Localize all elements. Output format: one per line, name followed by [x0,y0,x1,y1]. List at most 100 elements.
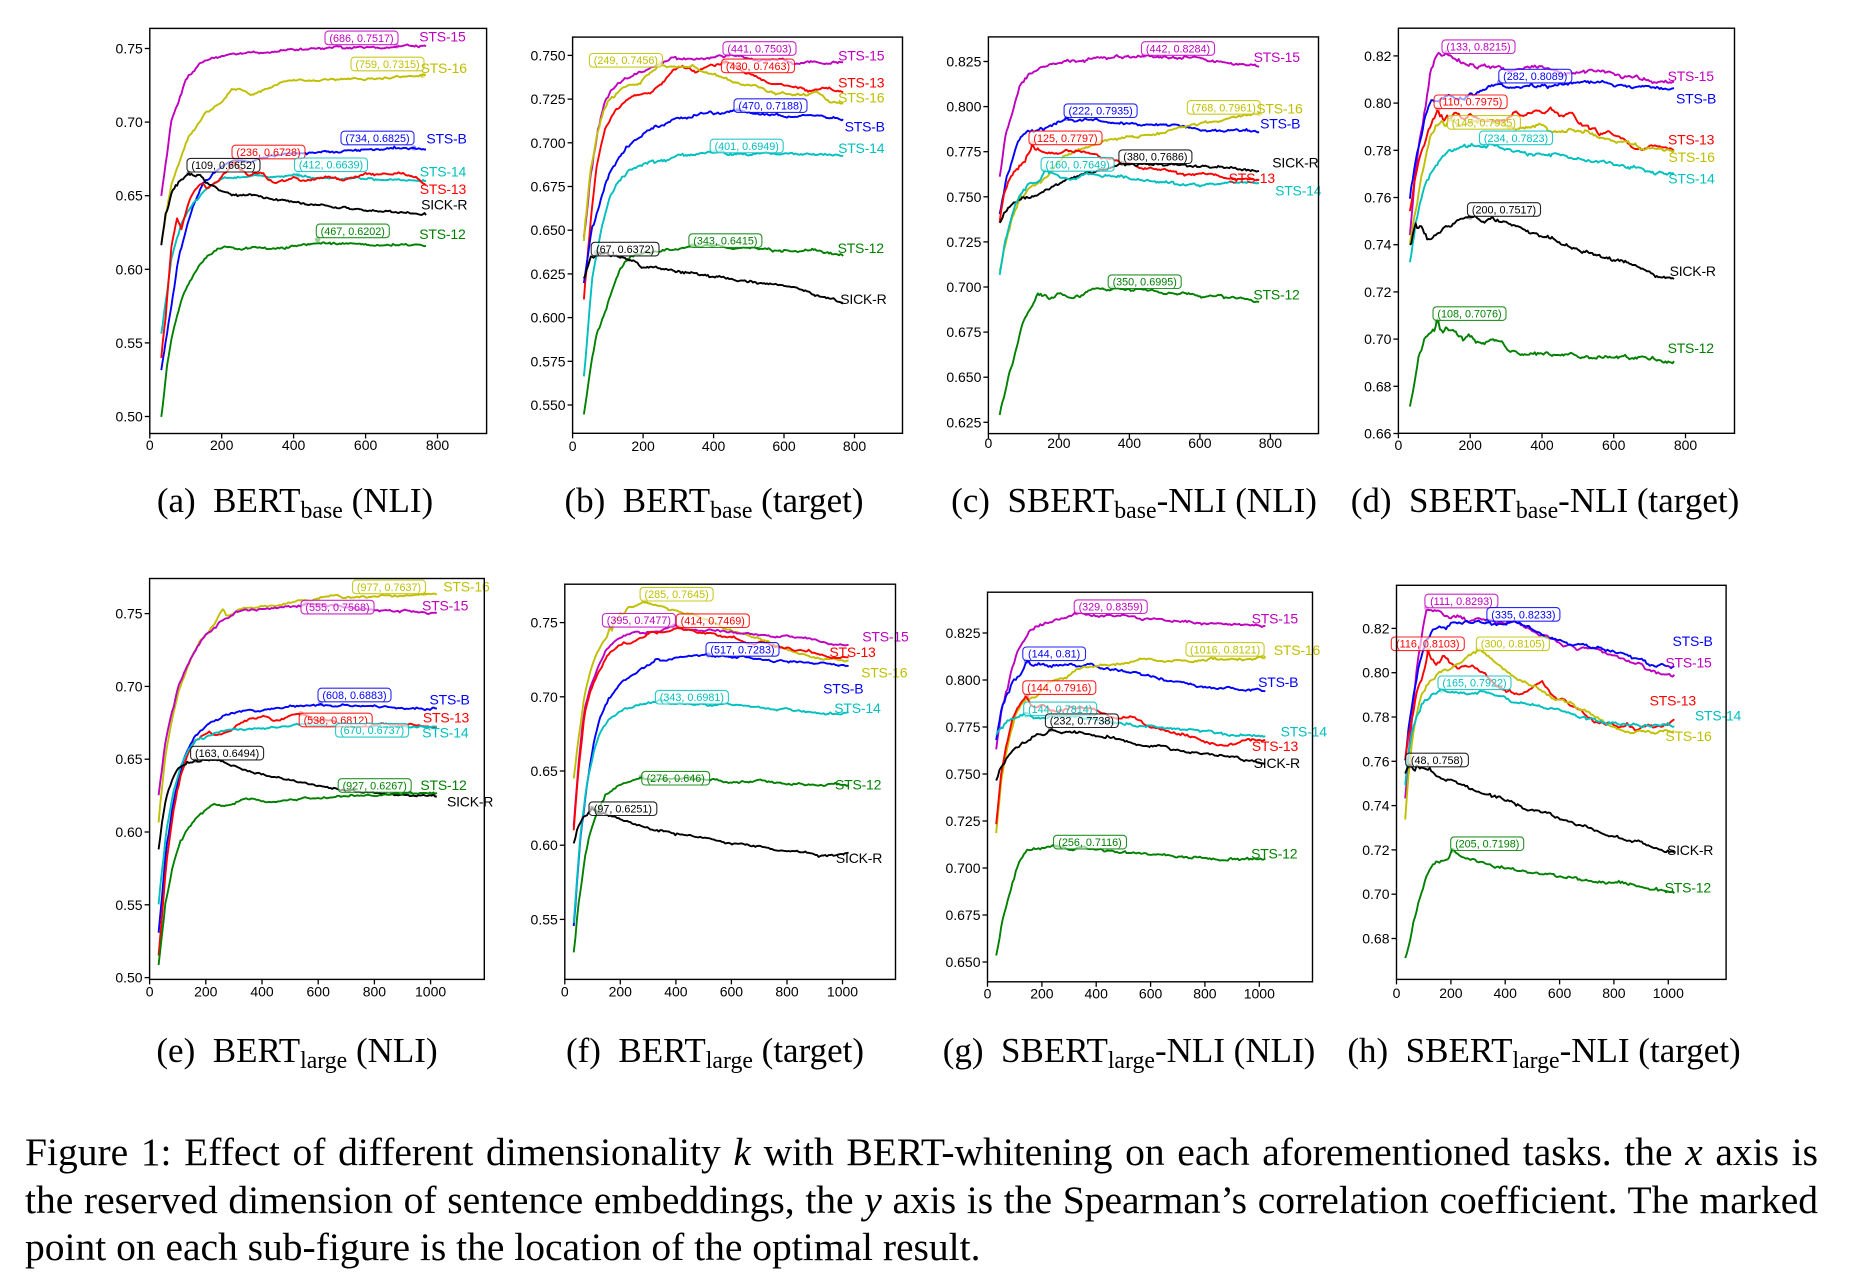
svg-text:0.60: 0.60 [115,824,142,840]
svg-text:STS-15: STS-15 [862,629,909,645]
svg-text:STS-14: STS-14 [834,700,881,716]
svg-text:STS-15: STS-15 [422,597,469,613]
svg-text:0.825: 0.825 [946,54,981,70]
svg-text:(160, 0.7649): (160, 0.7649) [1045,159,1109,171]
svg-text:STS-15: STS-15 [419,29,466,45]
svg-text:STS-16: STS-16 [1256,101,1303,117]
svg-text:(205, 0.7198): (205, 0.7198) [1455,839,1519,851]
svg-text:STS-14: STS-14 [1695,708,1742,724]
svg-text:0.82: 0.82 [1362,620,1389,636]
svg-text:STS-B: STS-B [426,130,466,146]
svg-text:STS-16: STS-16 [1665,728,1712,744]
svg-text:(236, 0.6728): (236, 0.6728) [236,147,300,159]
svg-text:800: 800 [1259,435,1283,451]
svg-text:STS-12: STS-12 [1665,880,1712,896]
svg-text:SICK-R: SICK-R [1272,154,1318,170]
svg-text:800: 800 [1193,985,1217,1001]
svg-text:200: 200 [210,437,234,453]
svg-text:0.650: 0.650 [531,222,566,238]
svg-text:(329, 0.8359): (329, 0.8359) [1079,602,1143,614]
svg-text:0.75: 0.75 [116,41,143,57]
svg-text:800: 800 [843,438,867,454]
svg-text:(414, 0.7469): (414, 0.7469) [681,616,745,628]
svg-text:STS-12: STS-12 [835,776,882,792]
svg-text:0.68: 0.68 [1362,931,1389,947]
svg-text:(48, 0.758): (48, 0.758) [1411,755,1463,767]
svg-text:0.725: 0.725 [946,234,981,250]
svg-text:600: 600 [1548,985,1572,1001]
svg-text:0.70: 0.70 [115,678,142,694]
svg-text:1000: 1000 [1653,985,1684,1001]
svg-text:SICK-R: SICK-R [1254,755,1300,771]
svg-text:STS-13: STS-13 [1668,132,1715,148]
svg-text:STS-13: STS-13 [420,181,467,197]
svg-text:(380, 0.7686): (380, 0.7686) [1123,152,1187,164]
svg-text:STS-15: STS-15 [1665,654,1712,670]
svg-text:600: 600 [307,983,331,999]
svg-text:400: 400 [702,438,726,454]
svg-text:STS-15: STS-15 [1254,49,1301,65]
svg-text:(401, 0.6949): (401, 0.6949) [715,141,779,153]
svg-text:400: 400 [250,983,274,999]
svg-text:(350, 0.6995): (350, 0.6995) [1113,277,1177,289]
svg-text:200: 200 [1439,985,1463,1001]
svg-text:0: 0 [1393,985,1401,1001]
svg-text:200: 200 [1459,437,1483,453]
svg-text:(670, 0.6737): (670, 0.6737) [340,725,404,737]
svg-text:(343, 0.6415): (343, 0.6415) [693,236,757,248]
svg-text:0.70: 0.70 [531,689,558,705]
svg-text:(163, 0.6494): (163, 0.6494) [195,748,259,760]
svg-text:800: 800 [426,437,450,453]
svg-text:(470, 0.7188): (470, 0.7188) [738,101,802,113]
svg-text:STS-13: STS-13 [838,74,885,90]
svg-text:600: 600 [772,438,796,454]
svg-text:SICK-R: SICK-R [1670,263,1716,279]
svg-text:400: 400 [282,437,306,453]
svg-text:0.50: 0.50 [115,970,142,986]
svg-text:(430, 0.7463): (430, 0.7463) [726,61,790,73]
svg-text:400: 400 [1085,985,1109,1001]
svg-text:1000: 1000 [415,983,446,999]
svg-text:1000: 1000 [1244,985,1275,1001]
svg-text:0: 0 [569,438,577,454]
svg-text:(282, 0.8089): (282, 0.8089) [1503,71,1567,83]
svg-text:SICK-R: SICK-R [1667,842,1713,858]
svg-text:(467, 0.6202): (467, 0.6202) [321,226,385,238]
svg-text:0.75: 0.75 [115,606,142,622]
svg-text:400: 400 [1530,437,1554,453]
svg-text:0.50: 0.50 [116,409,143,425]
svg-text:0.675: 0.675 [946,324,981,340]
svg-text:STS-16: STS-16 [421,60,468,76]
svg-text:0.78: 0.78 [1364,142,1391,158]
svg-text:0: 0 [561,983,569,999]
svg-text:0.76: 0.76 [1362,753,1389,769]
svg-text:0.700: 0.700 [531,135,566,151]
svg-text:0: 0 [985,435,993,451]
svg-text:0.550: 0.550 [531,397,566,413]
svg-text:STS-14: STS-14 [420,164,467,180]
svg-text:(285, 0.7645): (285, 0.7645) [644,589,708,601]
svg-text:0.650: 0.650 [946,369,981,385]
svg-text:0.80: 0.80 [1364,95,1391,111]
svg-text:800: 800 [1674,437,1698,453]
svg-text:800: 800 [363,983,387,999]
svg-text:0.70: 0.70 [1364,331,1391,347]
svg-text:0.600: 0.600 [531,310,566,326]
svg-text:STS-13: STS-13 [1252,738,1299,754]
svg-text:STS-B: STS-B [429,692,469,708]
svg-text:STS-B: STS-B [823,680,863,696]
svg-text:400: 400 [1494,985,1518,1001]
svg-text:STS-14: STS-14 [1275,182,1322,198]
svg-text:0.74: 0.74 [1362,798,1389,814]
svg-text:0.675: 0.675 [945,907,980,923]
svg-text:(232, 0.7738): (232, 0.7738) [1050,716,1114,728]
svg-text:0.74: 0.74 [1364,237,1391,253]
svg-text:(768, 0.7961): (768, 0.7961) [1192,102,1256,114]
svg-text:STS-14: STS-14 [1281,724,1328,740]
svg-text:(395, 0.7477): (395, 0.7477) [607,615,671,627]
svg-text:200: 200 [631,438,655,454]
svg-text:0.75: 0.75 [531,615,558,631]
svg-text:STS-14: STS-14 [1668,170,1715,186]
svg-text:0.72: 0.72 [1362,842,1389,858]
svg-text:0.775: 0.775 [946,144,981,160]
